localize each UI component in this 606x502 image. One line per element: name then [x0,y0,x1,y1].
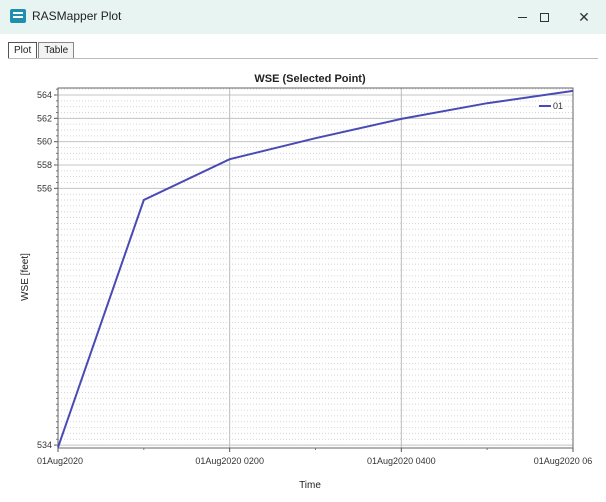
tick-layer: 534 556 558 560 562 564 01Aug2020 01Aug2020 020… [37,88,593,466]
y-tick-label: 564 [37,90,52,100]
series-line-01 [57,89,574,448]
legend: 01 [539,101,563,111]
maximize-button[interactable] [522,4,566,30]
title-bar: RASMapper Plot ✕ [0,0,606,34]
maximize-icon [539,12,549,22]
x-axis-label: Time [299,480,321,491]
plot-panel: WSE (Selected Point) 534 556 558 560 562 564 0… [8,58,598,497]
minimize-button[interactable] [500,4,544,30]
grid-layer [57,88,574,448]
chart-title: WSE (Selected Point) [254,73,366,85]
y-tick-label: 560 [37,137,52,147]
y-tick-label: 556 [37,183,52,193]
y-axis-label: WSE [feet] [20,253,31,301]
y-tick-label: 562 [37,113,52,123]
rasmapper-app-icon [10,9,26,23]
window-title: RASMapper Plot [32,9,122,23]
tab-strip: Plot Table [8,42,75,58]
y-tick-label: 558 [37,160,52,170]
x-tick-label: 01Aug2020 0400 [367,456,436,466]
x-tick-label: 01Aug2020 06 [534,456,593,466]
close-icon: ✕ [578,8,590,25]
minimize-icon [517,16,527,18]
close-button[interactable]: ✕ [562,4,606,30]
y-tick-label: 534 [37,440,52,450]
x-tick-label: 01Aug2020 0200 [195,456,264,466]
tab-plot[interactable]: Plot [8,42,38,58]
legend-label-01: 01 [553,101,563,111]
x-tick-label: 01Aug2020 [37,456,83,466]
wse-chart: WSE (Selected Point) 534 556 558 560 562 564 0… [20,73,593,491]
tab-table[interactable]: Table [38,42,75,58]
